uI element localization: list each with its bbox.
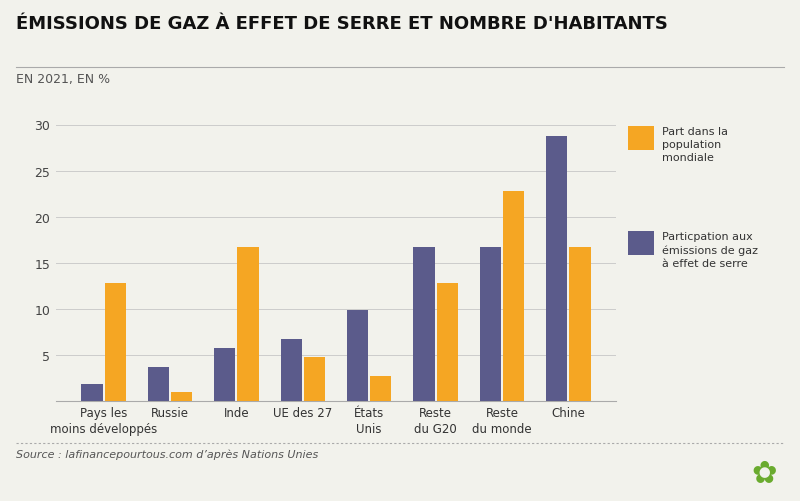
Bar <box>414 247 434 401</box>
Text: ÉMISSIONS DE GAZ À EFFET DE SERRE ET NOMBRE D'HABITANTS: ÉMISSIONS DE GAZ À EFFET DE SERRE ET NOM… <box>16 15 668 33</box>
Bar <box>570 247 590 401</box>
Text: EN 2021, EN %: EN 2021, EN % <box>16 73 110 86</box>
Bar <box>503 191 524 401</box>
Text: Part dans la
population
mondiale: Part dans la population mondiale <box>662 126 728 163</box>
Text: Source : lafinancepourtous.com d’après Nations Unies: Source : lafinancepourtous.com d’après N… <box>16 448 318 459</box>
Bar <box>347 311 368 401</box>
Bar <box>148 367 169 401</box>
Bar <box>171 393 192 401</box>
Bar <box>370 376 391 401</box>
Bar <box>105 283 126 401</box>
Bar <box>546 136 567 401</box>
Text: Particpation aux
émissions de gaz
à effet de serre: Particpation aux émissions de gaz à effe… <box>662 231 758 269</box>
Text: ✿: ✿ <box>751 459 777 488</box>
Bar <box>437 283 458 401</box>
Bar <box>214 349 235 401</box>
Bar <box>304 358 325 401</box>
Bar <box>281 339 302 401</box>
Bar <box>480 247 501 401</box>
Bar <box>238 247 258 401</box>
Bar <box>82 384 102 401</box>
